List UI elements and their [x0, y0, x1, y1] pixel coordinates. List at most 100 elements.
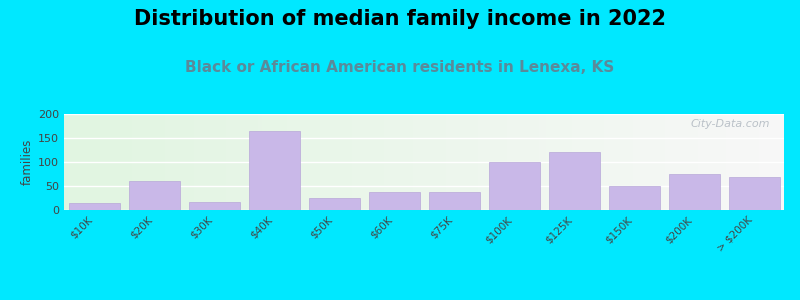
Bar: [320, 114, 323, 210]
Bar: [248, 114, 251, 210]
Bar: [590, 114, 593, 210]
Bar: [470, 114, 474, 210]
Bar: [201, 114, 205, 210]
Bar: [150, 114, 154, 210]
Bar: [748, 114, 751, 210]
Bar: [338, 114, 341, 210]
Bar: [309, 198, 359, 210]
Bar: [647, 114, 651, 210]
Bar: [532, 114, 536, 210]
Bar: [154, 114, 158, 210]
Bar: [298, 114, 302, 210]
Bar: [633, 114, 637, 210]
Bar: [249, 131, 299, 210]
Bar: [568, 114, 571, 210]
Bar: [266, 114, 270, 210]
Bar: [378, 114, 381, 210]
Text: Distribution of median family income in 2022: Distribution of median family income in …: [134, 9, 666, 29]
Bar: [374, 114, 378, 210]
Bar: [64, 114, 67, 210]
Bar: [773, 114, 777, 210]
Bar: [211, 114, 215, 210]
Bar: [643, 114, 647, 210]
Bar: [597, 114, 600, 210]
Bar: [622, 114, 626, 210]
Bar: [482, 114, 485, 210]
Bar: [294, 114, 298, 210]
Bar: [168, 114, 172, 210]
Bar: [424, 114, 427, 210]
Bar: [525, 114, 528, 210]
Bar: [600, 114, 604, 210]
Bar: [97, 114, 100, 210]
Bar: [395, 114, 398, 210]
Bar: [518, 114, 522, 210]
Bar: [640, 114, 644, 210]
Bar: [186, 114, 190, 210]
Bar: [450, 114, 453, 210]
Bar: [330, 114, 334, 210]
Bar: [550, 114, 554, 210]
Bar: [190, 114, 194, 210]
Bar: [496, 114, 499, 210]
Bar: [453, 114, 456, 210]
Bar: [651, 114, 654, 210]
Bar: [189, 202, 239, 210]
Bar: [637, 114, 640, 210]
Bar: [609, 186, 659, 210]
Bar: [302, 114, 306, 210]
Bar: [522, 114, 525, 210]
Bar: [734, 114, 738, 210]
Bar: [489, 162, 539, 210]
Bar: [410, 114, 413, 210]
Bar: [474, 114, 478, 210]
Bar: [586, 114, 590, 210]
Bar: [529, 114, 532, 210]
Bar: [392, 114, 395, 210]
Bar: [665, 114, 669, 210]
Bar: [438, 114, 442, 210]
Y-axis label: families: families: [21, 139, 34, 185]
Bar: [766, 114, 770, 210]
Bar: [758, 114, 762, 210]
Bar: [122, 114, 125, 210]
Bar: [630, 114, 633, 210]
Bar: [558, 114, 561, 210]
Bar: [165, 114, 169, 210]
Bar: [654, 114, 658, 210]
Bar: [262, 114, 266, 210]
Bar: [197, 114, 201, 210]
Bar: [539, 114, 543, 210]
Bar: [428, 114, 431, 210]
Bar: [182, 114, 186, 210]
Bar: [549, 152, 599, 210]
Bar: [114, 114, 118, 210]
Bar: [777, 114, 781, 210]
Bar: [729, 177, 779, 210]
Bar: [345, 114, 348, 210]
Bar: [226, 114, 230, 210]
Bar: [118, 114, 122, 210]
Bar: [129, 114, 133, 210]
Bar: [726, 114, 730, 210]
Bar: [398, 114, 402, 210]
Bar: [323, 114, 327, 210]
Bar: [701, 114, 705, 210]
Bar: [125, 114, 129, 210]
Bar: [542, 114, 546, 210]
Bar: [69, 203, 119, 210]
Bar: [608, 114, 611, 210]
Bar: [110, 114, 114, 210]
Bar: [770, 114, 773, 210]
Bar: [316, 114, 319, 210]
Bar: [611, 114, 615, 210]
Bar: [658, 114, 662, 210]
Bar: [107, 114, 110, 210]
Bar: [90, 114, 93, 210]
Bar: [755, 114, 758, 210]
Bar: [139, 114, 143, 210]
Bar: [705, 114, 709, 210]
Bar: [594, 114, 597, 210]
Bar: [82, 114, 86, 210]
Bar: [306, 114, 309, 210]
